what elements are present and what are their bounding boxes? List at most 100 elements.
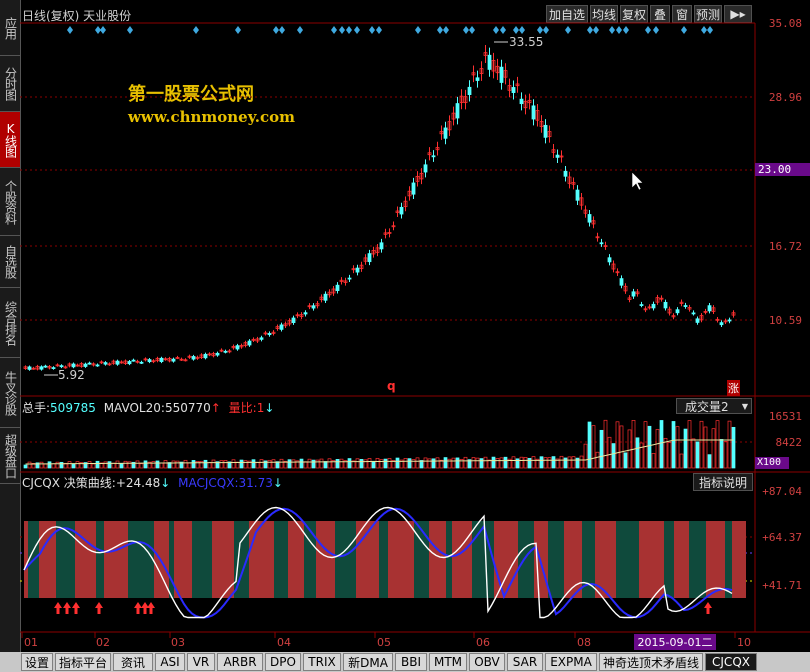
sidebar-item-apps[interactable]: 应用 (0, 0, 20, 56)
tab-vr[interactable]: VR (187, 653, 215, 671)
candle-body (167, 358, 172, 362)
forecast-button[interactable]: 预测 (694, 5, 722, 23)
buy-arrow-icon (72, 602, 80, 614)
tab-settings[interactable]: 设置 (21, 653, 53, 671)
candle-body (715, 318, 720, 321)
signal-diamond (537, 26, 543, 34)
volume-bar (199, 460, 204, 469)
candle-body (535, 110, 540, 121)
volume-bar (699, 420, 704, 469)
signal-diamond (339, 26, 345, 34)
sidebar-item-watchlist[interactable]: 自选股 (0, 236, 20, 288)
sidebar-item-stock-info[interactable]: 个股资料 (0, 168, 20, 236)
tab-arbr[interactable]: ARBR (217, 653, 263, 671)
volume-bar (35, 462, 40, 469)
candle-body (83, 363, 88, 367)
add-watchlist-button[interactable]: 加自选 (546, 5, 588, 23)
candle-body (671, 315, 676, 318)
volume-bar (467, 459, 472, 469)
indicator-stripe (154, 521, 158, 598)
tab-expma[interactable]: EXPMA (545, 653, 597, 671)
tab-asi[interactable]: ASI (155, 653, 185, 671)
volume-indicator-dropdown[interactable]: 成交量2 ▼ (676, 398, 752, 414)
volume-bar (311, 459, 316, 469)
tab-indicator-platform[interactable]: 指标平台 (55, 653, 111, 671)
volume-bar (403, 458, 408, 469)
candle-body (347, 277, 352, 280)
volume-bar (391, 460, 396, 469)
volume-unit-label: X100 (755, 457, 789, 469)
window-button[interactable]: 窗 (672, 5, 692, 23)
signal-diamond (543, 26, 549, 34)
volume-bar (207, 462, 212, 469)
tab-dpo[interactable]: DPO (265, 653, 301, 671)
candle-body (59, 365, 64, 368)
candle-body (359, 264, 364, 269)
indicator-band (24, 521, 746, 598)
tab-news[interactable]: 资讯 (113, 653, 153, 671)
candle-body (107, 363, 112, 366)
candle-body (675, 309, 680, 314)
tab-obv[interactable]: OBV (469, 653, 505, 671)
sidebar-item-label: K线图 (3, 122, 18, 157)
candle-body (663, 301, 668, 309)
month-label: 01 (24, 636, 38, 649)
down-arrow-icon: ↓ (160, 476, 171, 490)
volume-bar (75, 461, 80, 469)
volume-bar (731, 426, 736, 469)
chart-canvas[interactable] (0, 0, 810, 652)
tab-mtm[interactable]: MTM (429, 653, 467, 671)
indicator-stripe (564, 521, 576, 598)
indicator-stripe (119, 521, 128, 598)
volume-bar (535, 458, 540, 469)
buy-arrows (54, 602, 712, 614)
sidebar-item-super-panel[interactable]: 超级盘口 (0, 428, 20, 484)
volume-bar (347, 458, 352, 469)
sidebar-item-intraday[interactable]: 分时图 (0, 56, 20, 112)
volume-bar (119, 462, 124, 469)
candle-body (75, 364, 80, 367)
candle-body (143, 358, 148, 361)
candle-body (635, 291, 640, 295)
volume-bar (123, 460, 128, 469)
moving-average-button[interactable]: 均线 (590, 5, 618, 23)
sidebar-item-kline[interactable]: K线图 (0, 112, 20, 168)
volume-bar (563, 457, 568, 469)
candle-body (399, 206, 404, 215)
indicator-stripe (434, 521, 446, 598)
adjust-price-button[interactable]: 复权 (620, 5, 648, 23)
tab-cjcqx[interactable]: CJCQX (705, 653, 757, 671)
volume-total-label: 总手: (22, 401, 51, 415)
tab-trix[interactable]: TRIX (303, 653, 341, 671)
tab-new-dma[interactable]: 新DMA (343, 653, 393, 671)
signal-diamond (587, 26, 593, 34)
volume-bar (51, 463, 56, 469)
candle-body (667, 308, 672, 314)
sidebar-item-diagnosis[interactable]: 牛叉诊股 (0, 358, 20, 428)
volume-bar (603, 419, 608, 469)
signal-diamond (376, 26, 382, 34)
indicator-help-button[interactable]: 指标说明 (693, 473, 753, 491)
up-arrow-icon: ↑ (210, 401, 221, 415)
volume-bar (71, 463, 76, 469)
tab-bbi[interactable]: BBI (395, 653, 427, 671)
tab-sar[interactable]: SAR (507, 653, 543, 671)
volume-bar (383, 458, 388, 469)
sidebar-item-ranking[interactable]: 综合排名 (0, 288, 20, 358)
candle-body (127, 361, 132, 365)
indicator-stripe (518, 521, 534, 598)
indicator-stripe (414, 521, 418, 598)
candle-body (295, 314, 300, 317)
volume-bar (695, 441, 700, 469)
candle-body (583, 209, 588, 214)
volume-bar (331, 460, 336, 469)
candle-body (303, 312, 308, 315)
watermark-url: www.chnmoney.com (128, 108, 295, 126)
tab-magic-top-select[interactable]: 神奇选顶术矛盾线 (599, 653, 703, 671)
volume-bar (267, 459, 272, 469)
candle-body (71, 363, 76, 368)
signal-diamond (415, 26, 421, 34)
candle-body (531, 105, 536, 120)
volume-bar (591, 425, 596, 469)
indicator-stripe (388, 521, 404, 598)
